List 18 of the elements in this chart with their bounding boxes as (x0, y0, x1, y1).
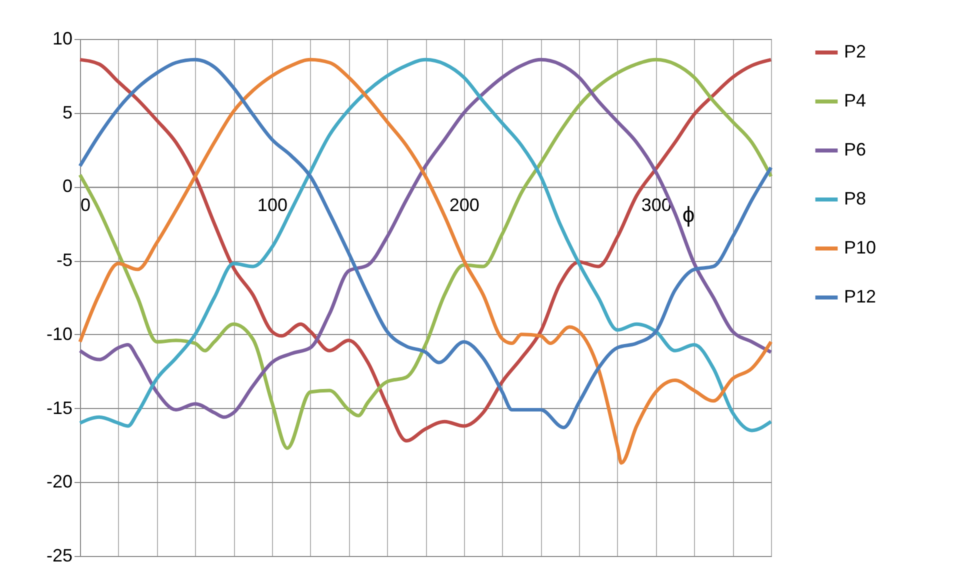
y-tick-label: -15 (46, 398, 72, 418)
y-tick-label: -25 (46, 546, 72, 566)
legend-label: P12 (844, 286, 876, 306)
y-tick-label: 5 (62, 102, 72, 122)
legend-label: P2 (844, 42, 866, 62)
x-tick-label: 200 (449, 195, 480, 216)
legend-label: P6 (844, 140, 866, 160)
y-tick-label: 10 (52, 28, 72, 48)
y-tick-label: 0 (62, 176, 72, 196)
legend-label: P8 (844, 188, 866, 208)
y-tick-label: -10 (46, 324, 72, 344)
x-tick-label: 0 (80, 195, 91, 216)
legend-label: P4 (844, 90, 866, 110)
x-tick-label: 100 (257, 195, 288, 216)
y-tick-label: -20 (46, 472, 72, 492)
y-tick-label: -5 (56, 250, 72, 270)
x-axis-title: ϕ (682, 202, 695, 228)
legend-label: P10 (844, 238, 876, 258)
